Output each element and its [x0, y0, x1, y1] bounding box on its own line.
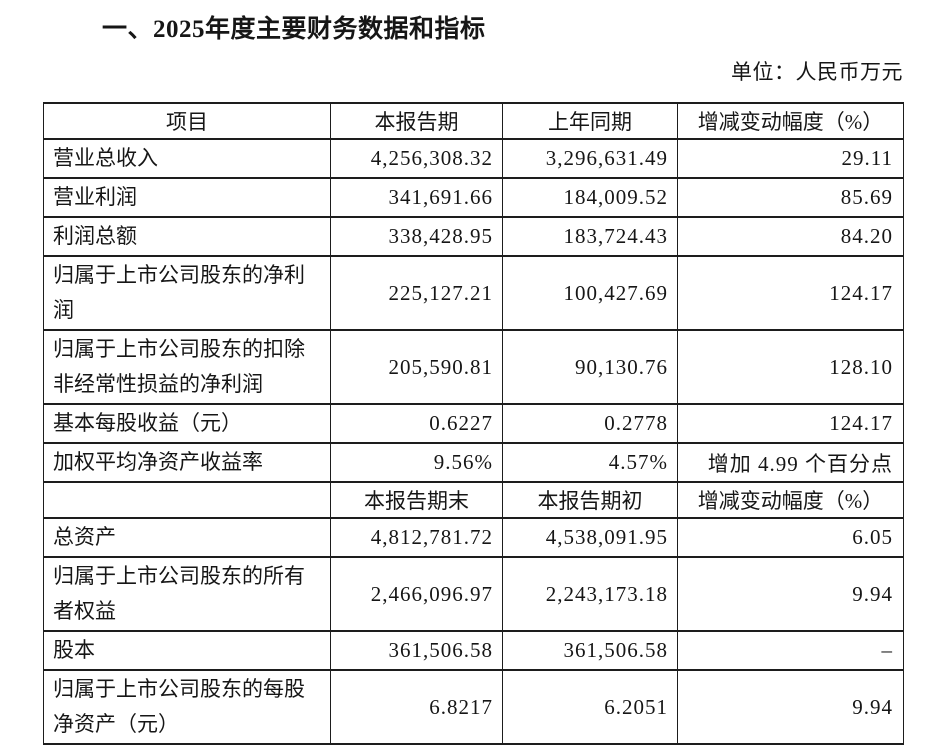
row-label-cell: 基本每股收益（元） [43, 403, 331, 444]
row-change-cell: 6.05 [677, 517, 904, 558]
header-change-percent: 增减变动幅度（%） [677, 481, 904, 519]
table-row-share-capital: 股本 361,506.58 361,506.58 – [43, 630, 904, 671]
table-row-operating-profit: 营业利润 341,691.66 184,009.52 85.69 [43, 177, 904, 218]
header-item: 项目 [43, 102, 331, 140]
row-prior-cell: 4.57% [502, 442, 678, 483]
header-empty [43, 481, 331, 519]
row-label-cell: 归属于上市公司股东的每股净资产（元） [43, 669, 331, 745]
financial-indicators-table: 项目 本报告期 上年同期 增减变动幅度（%） 营业总收入 4,256,308.3… [43, 102, 904, 745]
unit-note: 单位：人民币万元 [731, 60, 903, 84]
row-prior-cell: 4,538,091.95 [502, 517, 678, 558]
row-label-cell: 加权平均净资产收益率 [43, 442, 331, 483]
row-change-cell: 9.94 [677, 669, 904, 745]
row-change-cell: 128.10 [677, 329, 904, 405]
row-change-cell: – [677, 630, 904, 671]
header-period-start: 本报告期初 [502, 481, 678, 519]
row-label-cell: 归属于上市公司股东的扣除非经常性损益的净利润 [43, 329, 331, 405]
table-row-total-profit: 利润总额 338,428.95 183,724.43 84.20 [43, 216, 904, 257]
header-change-percent: 增减变动幅度（%） [677, 102, 904, 140]
row-label-cell: 归属于上市公司股东的净利润 [43, 255, 331, 331]
section-title: 一、2025年度主要财务数据和指标 [102, 16, 486, 43]
row-change-cell: 85.69 [677, 177, 904, 218]
row-change-cell: 9.94 [677, 556, 904, 632]
table-header-row-point-in-time: 本报告期末 本报告期初 增减变动幅度（%） [43, 481, 904, 519]
table-row-total-revenue: 营业总收入 4,256,308.32 3,296,631.49 29.11 [43, 138, 904, 179]
table-row-owners-equity-attributable: 归属于上市公司股东的所有者权益 2,466,096.97 2,243,173.1… [43, 556, 904, 632]
row-prior-cell: 90,130.76 [502, 329, 678, 405]
row-current-cell: 225,127.21 [330, 255, 503, 331]
row-change-cell: 124.17 [677, 255, 904, 331]
row-prior-cell: 100,427.69 [502, 255, 678, 331]
table-row-net-assets-per-share: 归属于上市公司股东的每股净资产（元） 6.8217 6.2051 9.94 [43, 669, 904, 745]
table-header-row-period: 项目 本报告期 上年同期 增减变动幅度（%） [43, 102, 904, 140]
row-change-cell: 增加 4.99 个百分点 [677, 442, 904, 483]
row-label-cell: 归属于上市公司股东的所有者权益 [43, 556, 331, 632]
row-current-cell: 0.6227 [330, 403, 503, 444]
row-prior-cell: 184,009.52 [502, 177, 678, 218]
row-label-cell: 营业总收入 [43, 138, 331, 179]
row-current-cell: 9.56% [330, 442, 503, 483]
table-row-net-profit-attributable: 归属于上市公司股东的净利润 225,127.21 100,427.69 124.… [43, 255, 904, 331]
row-current-cell: 6.8217 [330, 669, 503, 745]
header-current-period: 本报告期 [330, 102, 503, 140]
document-page: 一、2025年度主要财务数据和指标 单位：人民币万元 项目 本报告期 上年同期 … [0, 9, 928, 745]
row-change-cell: 84.20 [677, 216, 904, 257]
row-prior-cell: 3,296,631.49 [502, 138, 678, 179]
row-current-cell: 341,691.66 [330, 177, 503, 218]
row-change-cell: 124.17 [677, 403, 904, 444]
row-label-cell: 总资产 [43, 517, 331, 558]
row-prior-cell: 6.2051 [502, 669, 678, 745]
header-prior-period: 上年同期 [502, 102, 678, 140]
table-row-net-profit-excl-nonrecurring: 归属于上市公司股东的扣除非经常性损益的净利润 205,590.81 90,130… [43, 329, 904, 405]
row-current-cell: 205,590.81 [330, 329, 503, 405]
row-current-cell: 4,812,781.72 [330, 517, 503, 558]
row-prior-cell: 361,506.58 [502, 630, 678, 671]
row-label-cell: 股本 [43, 630, 331, 671]
row-change-cell: 29.11 [677, 138, 904, 179]
row-prior-cell: 2,243,173.18 [502, 556, 678, 632]
row-current-cell: 2,466,096.97 [330, 556, 503, 632]
table-row-total-assets: 总资产 4,812,781.72 4,538,091.95 6.05 [43, 517, 904, 558]
header-period-end: 本报告期末 [330, 481, 503, 519]
row-prior-cell: 0.2778 [502, 403, 678, 444]
row-label-cell: 利润总额 [43, 216, 331, 257]
row-prior-cell: 183,724.43 [502, 216, 678, 257]
row-current-cell: 338,428.95 [330, 216, 503, 257]
row-current-cell: 4,256,308.32 [330, 138, 503, 179]
row-current-cell: 361,506.58 [330, 630, 503, 671]
table-row-weighted-avg-roe: 加权平均净资产收益率 9.56% 4.57% 增加 4.99 个百分点 [43, 442, 904, 483]
row-label-cell: 营业利润 [43, 177, 331, 218]
table-row-basic-eps: 基本每股收益（元） 0.6227 0.2778 124.17 [43, 403, 904, 444]
